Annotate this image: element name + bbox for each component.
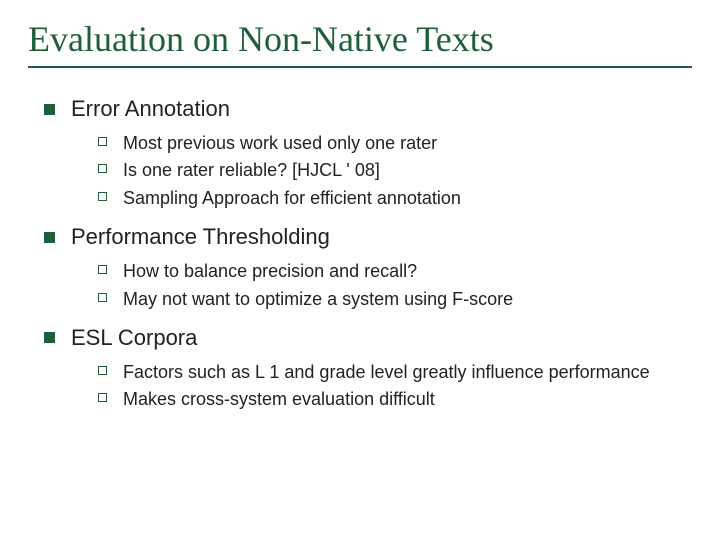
hollow-square-bullet-icon [98,192,107,201]
section-head: ESL Corpora [44,325,692,351]
filled-square-bullet-icon [44,232,55,243]
hollow-square-bullet-icon [98,366,107,375]
sub-list: Factors such as L 1 and grade level grea… [44,361,692,412]
hollow-square-bullet-icon [98,393,107,402]
hollow-square-bullet-icon [98,265,107,274]
sub-text: Is one rater reliable? [HJCL ' 08] [123,159,380,182]
list-item: Most previous work used only one rater [98,132,692,155]
list-item: Factors such as L 1 and grade level grea… [98,361,692,384]
sub-text: How to balance precision and recall? [123,260,417,283]
section: Error Annotation Most previous work used… [28,96,692,210]
list-item: How to balance precision and recall? [98,260,692,283]
sub-list: How to balance precision and recall? May… [44,260,692,311]
filled-square-bullet-icon [44,104,55,115]
hollow-square-bullet-icon [98,164,107,173]
list-item: Is one rater reliable? [HJCL ' 08] [98,159,692,182]
sub-text: Factors such as L 1 and grade level grea… [123,361,650,384]
section-heading: Error Annotation [71,96,230,122]
sub-text: May not want to optimize a system using … [123,288,513,311]
title-rule: Evaluation on Non-Native Texts [28,18,692,68]
hollow-square-bullet-icon [98,137,107,146]
slide: Evaluation on Non-Native Texts Error Ann… [0,0,720,540]
section-head: Performance Thresholding [44,224,692,250]
section-heading: Performance Thresholding [71,224,330,250]
sub-text: Sampling Approach for efficient annotati… [123,187,461,210]
sub-list: Most previous work used only one rater I… [44,132,692,210]
section: Performance Thresholding How to balance … [28,224,692,311]
section-heading: ESL Corpora [71,325,197,351]
hollow-square-bullet-icon [98,293,107,302]
filled-square-bullet-icon [44,332,55,343]
sub-text: Makes cross-system evaluation difficult [123,388,435,411]
list-item: May not want to optimize a system using … [98,288,692,311]
list-item: Makes cross-system evaluation difficult [98,388,692,411]
list-item: Sampling Approach for efficient annotati… [98,187,692,210]
sub-text: Most previous work used only one rater [123,132,437,155]
section-head: Error Annotation [44,96,692,122]
section: ESL Corpora Factors such as L 1 and grad… [28,325,692,412]
slide-title: Evaluation on Non-Native Texts [28,18,692,60]
